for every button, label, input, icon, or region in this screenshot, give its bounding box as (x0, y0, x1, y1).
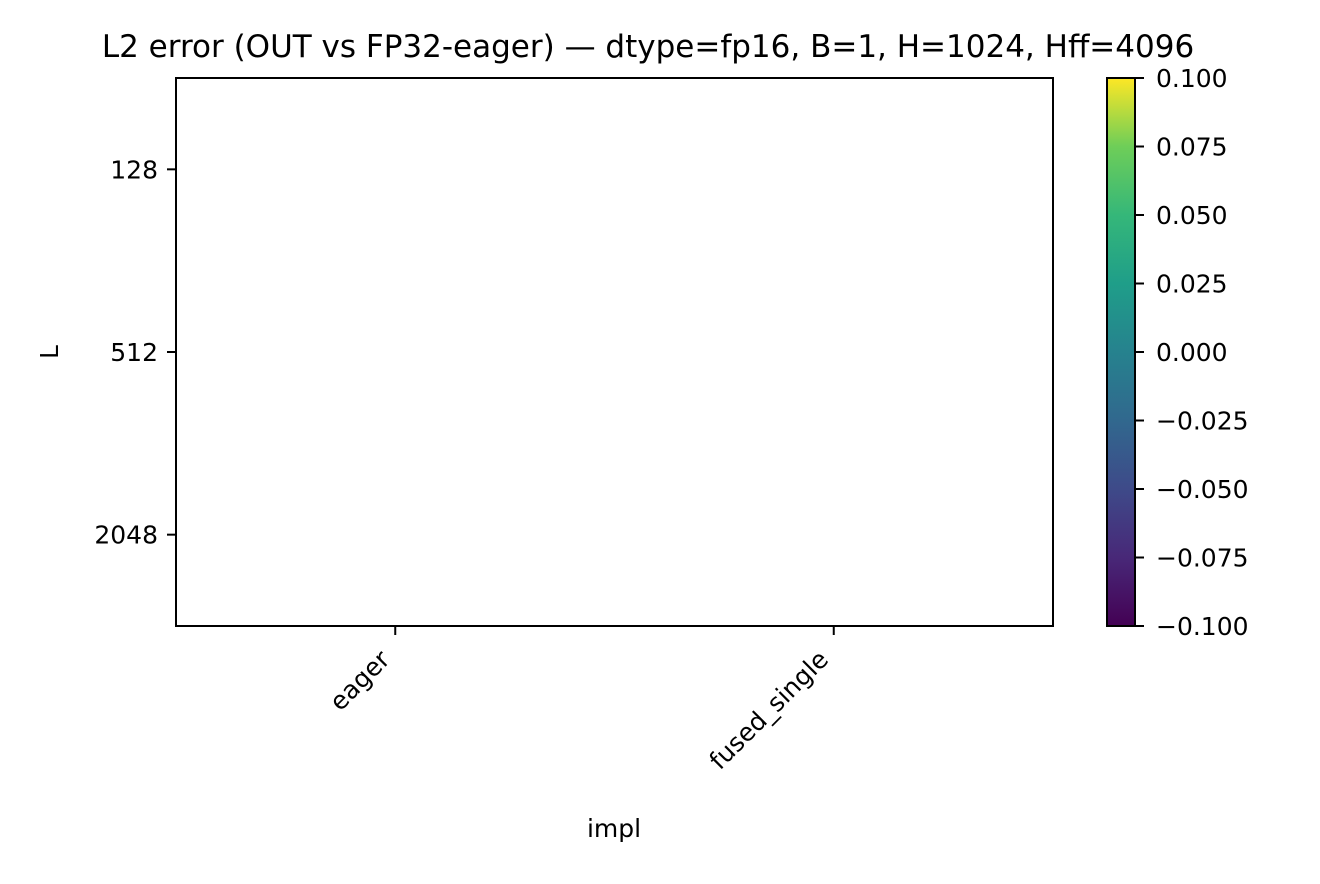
colorbar-tick-label: −0.075 (1156, 544, 1249, 573)
x-axis-ticks: eager fused_single (324, 626, 835, 775)
y-axis-label: L (35, 345, 64, 359)
y-tick-label: 128 (110, 155, 158, 184)
x-tick-label: eager (324, 644, 396, 716)
colorbar-tick-label: −0.050 (1156, 475, 1249, 504)
x-axis-label: impl (587, 814, 641, 843)
colorbar-tick-label: −0.100 (1156, 612, 1249, 641)
colorbar-tick-label: 0.100 (1156, 64, 1228, 93)
colorbar-tick-label: 0.025 (1156, 270, 1228, 299)
colorbar (1106, 77, 1136, 627)
colorbar-tick-label: 0.075 (1156, 133, 1228, 162)
y-tick-label: 512 (110, 338, 158, 367)
y-axis-ticks: 128 512 2048 (94, 155, 176, 550)
colorbar-tick-label: −0.025 (1156, 407, 1249, 436)
plot-area (175, 77, 1054, 627)
colorbar-ticks: −0.100 −0.075 −0.050 −0.025 0.000 0.025 0.050 0… (1135, 64, 1249, 641)
y-tick-label: 2048 (94, 521, 158, 550)
x-tick-label: fused_single (704, 645, 834, 775)
colorbar-tick-label: 0.050 (1156, 201, 1228, 230)
chart-title: L2 error (OUT vs FP32-eager) — dtype=fp1… (102, 29, 1194, 65)
colorbar-tick-label: 0.000 (1156, 338, 1228, 367)
